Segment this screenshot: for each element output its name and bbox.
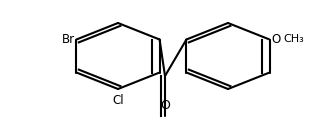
- Text: O: O: [160, 99, 170, 112]
- Text: O: O: [271, 33, 280, 46]
- Text: Cl: Cl: [112, 94, 124, 107]
- Text: Br: Br: [62, 33, 75, 46]
- Text: CH₃: CH₃: [283, 34, 304, 44]
